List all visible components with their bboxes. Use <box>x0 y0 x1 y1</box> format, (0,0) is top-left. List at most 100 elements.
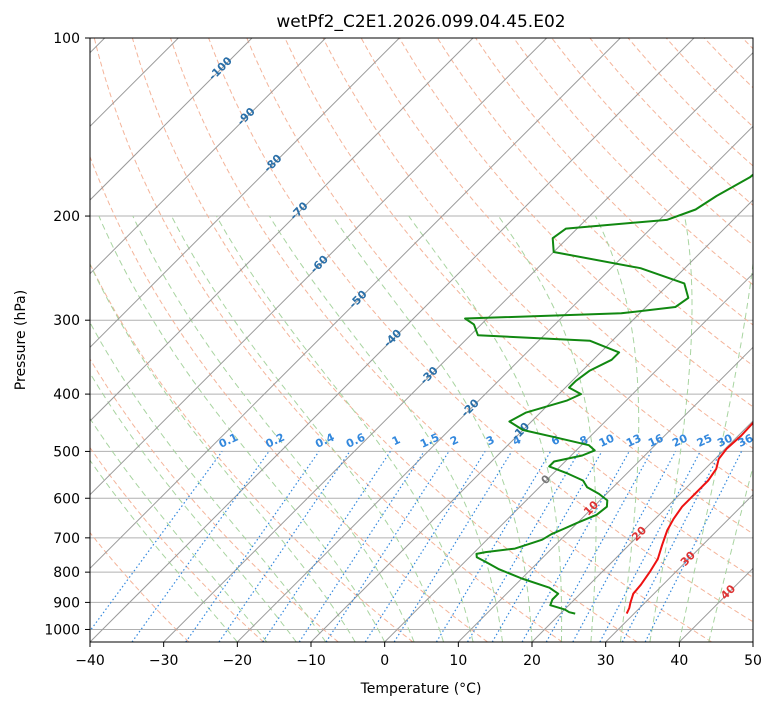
dry-adiabat <box>703 38 753 89</box>
isotherm-line <box>90 38 621 570</box>
isotherm-line <box>90 38 327 275</box>
mixing-ratio-line <box>393 451 513 642</box>
isotherm-line <box>90 38 253 201</box>
dry-adiabat <box>90 262 414 642</box>
dry-adiabat <box>436 38 753 367</box>
dry-adiabat <box>589 38 753 206</box>
isotherm-line <box>457 346 753 642</box>
dry-adiabat <box>246 38 753 578</box>
y-tick-label: 500 <box>53 444 80 460</box>
mixing-ratio-label: 1.5 <box>418 431 441 451</box>
isotherm-line <box>605 493 753 642</box>
isotherm-line <box>310 199 753 642</box>
mixing-ratio-label: 3 <box>484 433 496 448</box>
y-tick-label: 800 <box>53 565 80 581</box>
isotherm-label: -100 <box>206 54 235 83</box>
x-tick-label: −20 <box>223 653 253 669</box>
moist-adiabat <box>268 215 503 642</box>
mixing-ratio-line <box>435 451 552 642</box>
x-tick-label: 20 <box>523 653 541 669</box>
isotherm-line <box>90 38 474 422</box>
isotherm-label: -90 <box>235 105 258 128</box>
mixing-ratio-line <box>298 451 425 642</box>
mixing-ratio-line <box>364 451 486 642</box>
mixing-ratio-line <box>521 451 630 642</box>
chart-title: wetPf2_C2E1.2026.099.04.45.E02 <box>276 12 565 32</box>
moist-adiabat <box>649 215 693 642</box>
isotherm-line <box>90 38 695 642</box>
mixing-ratio-label: 13 <box>624 432 643 450</box>
y-tick-label: 300 <box>53 313 80 329</box>
isotherm-line <box>752 641 753 642</box>
isotherm-line <box>531 420 753 642</box>
isotherm-label: 40 <box>718 582 738 602</box>
y-tick-label: 600 <box>53 491 80 507</box>
isotherm-label: -70 <box>287 199 310 222</box>
dry-adiabat <box>90 358 339 642</box>
moist-adiabat <box>90 321 327 642</box>
moist-adiabat <box>171 215 445 642</box>
dewpoint-profile-line <box>464 173 753 615</box>
isotherm-label: -40 <box>381 326 404 349</box>
moist-adiabat <box>708 465 753 642</box>
y-tick-label: 700 <box>53 531 80 547</box>
mixing-ratio-label: 0.2 <box>264 431 287 451</box>
dry-adiabat <box>665 38 753 128</box>
mixing-ratio-line <box>572 451 677 642</box>
mixing-ratio-line <box>491 451 603 642</box>
isotherm-line <box>236 125 753 642</box>
mixing-ratio-label: 0.1 <box>217 431 240 451</box>
moist-adiabat <box>90 263 356 642</box>
plot-frame <box>89 37 754 643</box>
x-tick-label: 0 <box>380 653 389 669</box>
dry-adiabat <box>90 531 190 642</box>
x-tick-label: 30 <box>597 653 615 669</box>
isotherm-label: 10 <box>581 498 601 518</box>
moist-adiabat <box>594 215 640 642</box>
dry-adiabat <box>131 38 638 642</box>
dry-adiabat <box>90 446 264 642</box>
x-tick-label: 10 <box>449 653 467 669</box>
x-tick-label: 40 <box>670 653 688 669</box>
moist-adiabat <box>678 259 753 642</box>
mixing-ratio-line <box>90 451 223 632</box>
mixing-ratio-line <box>545 451 652 642</box>
y-tick-label: 200 <box>53 209 80 225</box>
mixing-ratio-line <box>218 451 351 642</box>
mixing-ratio-line <box>131 451 270 642</box>
dry-adiabat <box>208 38 753 623</box>
mixing-ratio-label: 2 <box>448 433 460 448</box>
isotherm-label: -20 <box>459 396 482 419</box>
moist-adiabat <box>332 215 533 642</box>
mixing-ratio-line <box>185 451 320 642</box>
mixing-ratio-label: 0.6 <box>344 431 367 451</box>
mixing-ratio-label: 6 <box>549 433 562 448</box>
mixing-ratio-label: 1 <box>390 433 402 448</box>
dry-adiabat <box>360 38 753 450</box>
isotherm-line <box>163 51 753 642</box>
temperature-profile-line <box>625 421 753 615</box>
moist-adiabat <box>90 372 297 642</box>
isotherm-line <box>90 38 548 496</box>
isotherm-label: -50 <box>346 288 369 311</box>
y-axis-label: Pressure (hPa) <box>13 290 29 390</box>
moist-adiabat <box>90 417 268 642</box>
y-tick-label: 400 <box>53 387 80 403</box>
moist-adiabat <box>497 215 597 642</box>
isotherm-line <box>90 38 400 349</box>
isotherm-label: 30 <box>678 549 698 569</box>
moist-adiabat <box>98 215 386 642</box>
moist-adiabat <box>90 459 238 642</box>
isotherm-label: 0 <box>539 472 554 487</box>
isotherm-line <box>384 272 753 642</box>
dry-adiabat <box>513 38 753 286</box>
mixing-ratio-line <box>599 451 701 642</box>
dry-adiabat <box>90 155 488 642</box>
moist-adiabat <box>132 215 415 642</box>
mixing-ratio-line <box>466 451 580 642</box>
dry-adiabat <box>322 38 753 492</box>
dry-adiabat <box>170 38 712 642</box>
y-tick-label: 1000 <box>44 622 80 638</box>
x-tick-label: −30 <box>149 653 179 669</box>
